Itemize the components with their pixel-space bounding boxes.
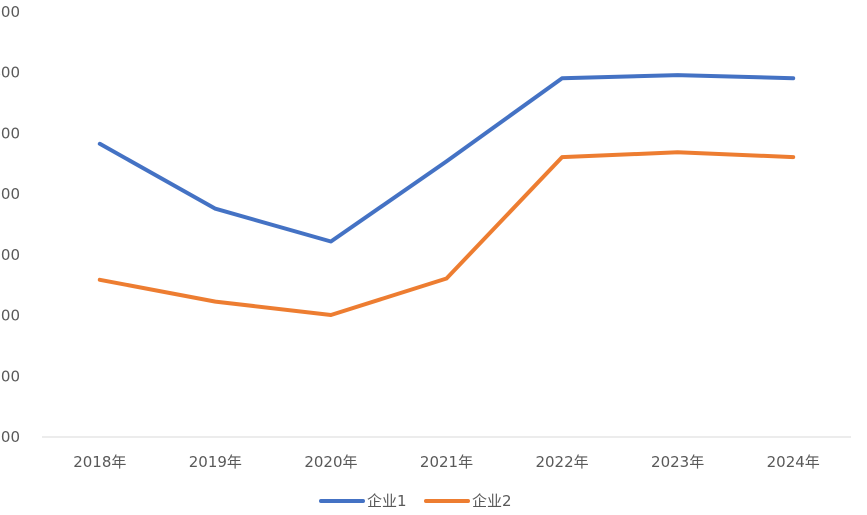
y-tick-label: 500 [0, 3, 20, 21]
series-line-2 [97, 150, 796, 317]
x-tick-label: 2019年 [189, 453, 242, 471]
x-tick-label: 2021年 [420, 453, 473, 471]
y-axis-ticks: 500 400 300 200 100 000 900 800 [0, 3, 20, 446]
legend-label: 企业2 [472, 492, 512, 510]
y-tick-label: 400 [0, 64, 20, 82]
y-tick-label: 200 [0, 185, 20, 203]
x-axis-ticks: 2018年 2019年 2020年 2021年 2022年 2023年 2024年 [73, 453, 820, 471]
series-line-1 [97, 73, 796, 244]
series-lines [97, 73, 796, 317]
x-tick-label: 2022年 [535, 453, 588, 471]
x-tick-label: 2023年 [651, 453, 704, 471]
y-tick-label: 800 [0, 428, 20, 446]
y-tick-label: 100 [0, 246, 20, 264]
legend-label: 企业1 [367, 492, 407, 510]
y-tick-label: 300 [0, 124, 20, 142]
x-tick-label: 2018年 [73, 453, 126, 471]
x-tick-label: 2024年 [767, 453, 820, 471]
legend: 企业1 企业2 [319, 492, 512, 510]
y-tick-label: 000 [0, 307, 20, 325]
x-tick-label: 2020年 [304, 453, 357, 471]
y-tick-label: 900 [0, 367, 20, 385]
